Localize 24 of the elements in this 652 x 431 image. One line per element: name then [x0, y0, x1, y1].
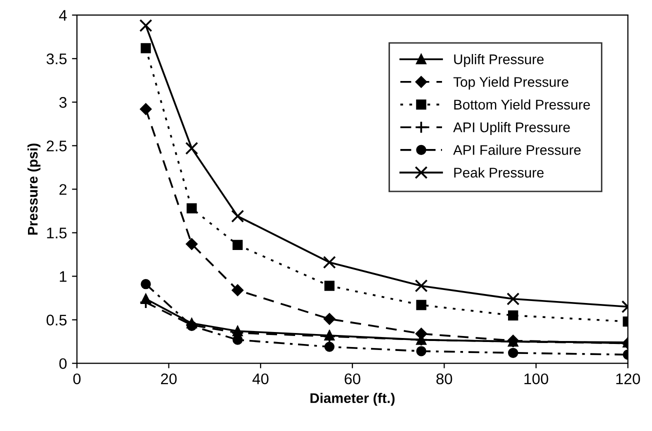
x-tick-label: 0: [73, 373, 81, 384]
legend-label: API Uplift Pressure: [453, 122, 570, 135]
x-tick-label: 20: [161, 373, 177, 384]
x-tick-label: 120: [616, 373, 640, 384]
y-tick-label: 0: [59, 358, 67, 370]
x-tick-label: 40: [252, 373, 268, 384]
legend-label: Peak Pressure: [454, 167, 544, 178]
y-tick-label: 1: [60, 271, 66, 282]
legend-label: Bottom Yield Pressure: [454, 99, 590, 110]
x-tick-label: 80: [436, 373, 452, 384]
y-tick-label: 1.5: [47, 228, 67, 238]
y-tick-label: 0.5: [46, 314, 67, 326]
y-tick-label: 3: [59, 97, 67, 108]
y-axis-title: Pressure (psi): [27, 144, 40, 235]
y-tick-label: 2: [59, 184, 66, 195]
y-tick-label: 3.5: [46, 53, 67, 64]
legend-label: Top Yield Pressure: [453, 76, 568, 90]
y-tick-label: 4: [59, 10, 67, 21]
legend-label: API Failure Pressure: [453, 144, 581, 155]
x-axis-title: Diameter (ft.): [310, 392, 395, 406]
x-tick-label: 100: [524, 373, 548, 384]
y-tick-label: 2.5: [46, 140, 67, 152]
x-tick-label: 60: [344, 373, 360, 384]
legend-label: Uplift Pressure: [454, 54, 544, 67]
